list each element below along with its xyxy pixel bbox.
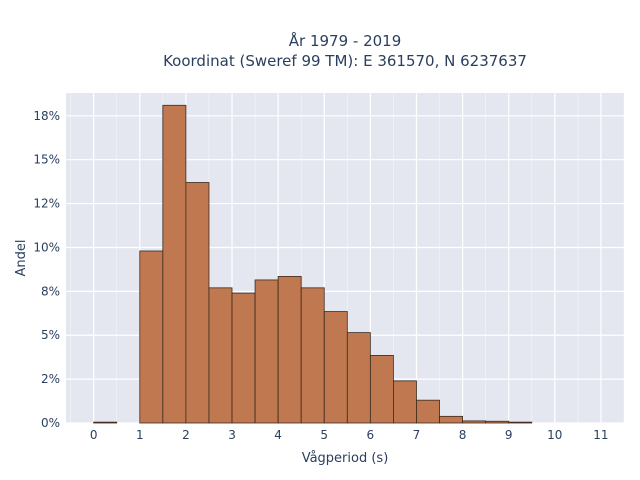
y-tick-label: 2% (41, 372, 60, 386)
histogram-bar (208, 287, 233, 424)
x-tick-label: 6 (367, 428, 375, 442)
x-axis-title: Vågperiod (s) (302, 451, 389, 466)
y-tick-label: 10% (33, 240, 60, 254)
y-axis-title: Andel (14, 240, 29, 277)
y-axis-ticks: 0% 2% 5% 8% 10% 12% 15% 18% (33, 109, 60, 430)
histogram-bar (185, 182, 210, 424)
histogram-bar (254, 279, 279, 424)
histogram-bars (93, 104, 533, 424)
y-tick-label: 8% (41, 284, 60, 298)
x-tick-label: 7 (413, 428, 421, 442)
histogram-bar (393, 380, 417, 424)
histogram-bar (162, 104, 187, 424)
histogram-bar (462, 420, 487, 424)
y-tick-label: 12% (33, 197, 60, 211)
histogram-bar (323, 311, 348, 424)
x-tick-label: 8 (459, 428, 467, 442)
histogram-bar (93, 421, 118, 424)
histogram-bar (139, 250, 164, 424)
histogram-bar (508, 421, 533, 424)
chart-title-line-2: Koordinat (Sweref 99 TM): E 361570, N 62… (163, 52, 527, 70)
histogram-bar (300, 287, 325, 424)
y-tick-label: 18% (33, 109, 60, 123)
y-tick-label: 5% (41, 328, 60, 342)
x-tick-label: 5 (320, 428, 328, 442)
histogram-bar (231, 292, 256, 424)
x-tick-label: 1 (136, 428, 144, 442)
x-tick-label: 4 (274, 428, 282, 442)
x-tick-label: 10 (547, 428, 562, 442)
histogram-bar (416, 399, 440, 424)
x-tick-label: 3 (228, 428, 236, 442)
y-tick-label: 15% (33, 153, 60, 167)
x-tick-label: 9 (505, 428, 513, 442)
x-tick-label: 11 (593, 428, 608, 442)
y-tick-label: 0% (41, 416, 60, 430)
x-tick-label: 2 (182, 428, 190, 442)
histogram-bar (277, 276, 302, 424)
histogram-bar (369, 355, 394, 424)
histogram-bar (439, 415, 463, 424)
x-tick-label: 0 (90, 428, 98, 442)
x-axis-ticks: 0 1 2 3 4 5 6 7 8 9 10 11 (90, 428, 609, 442)
chart-title-line-1: År 1979 - 2019 (289, 31, 402, 50)
histogram-bar (485, 420, 510, 424)
histogram-bar (346, 332, 371, 424)
